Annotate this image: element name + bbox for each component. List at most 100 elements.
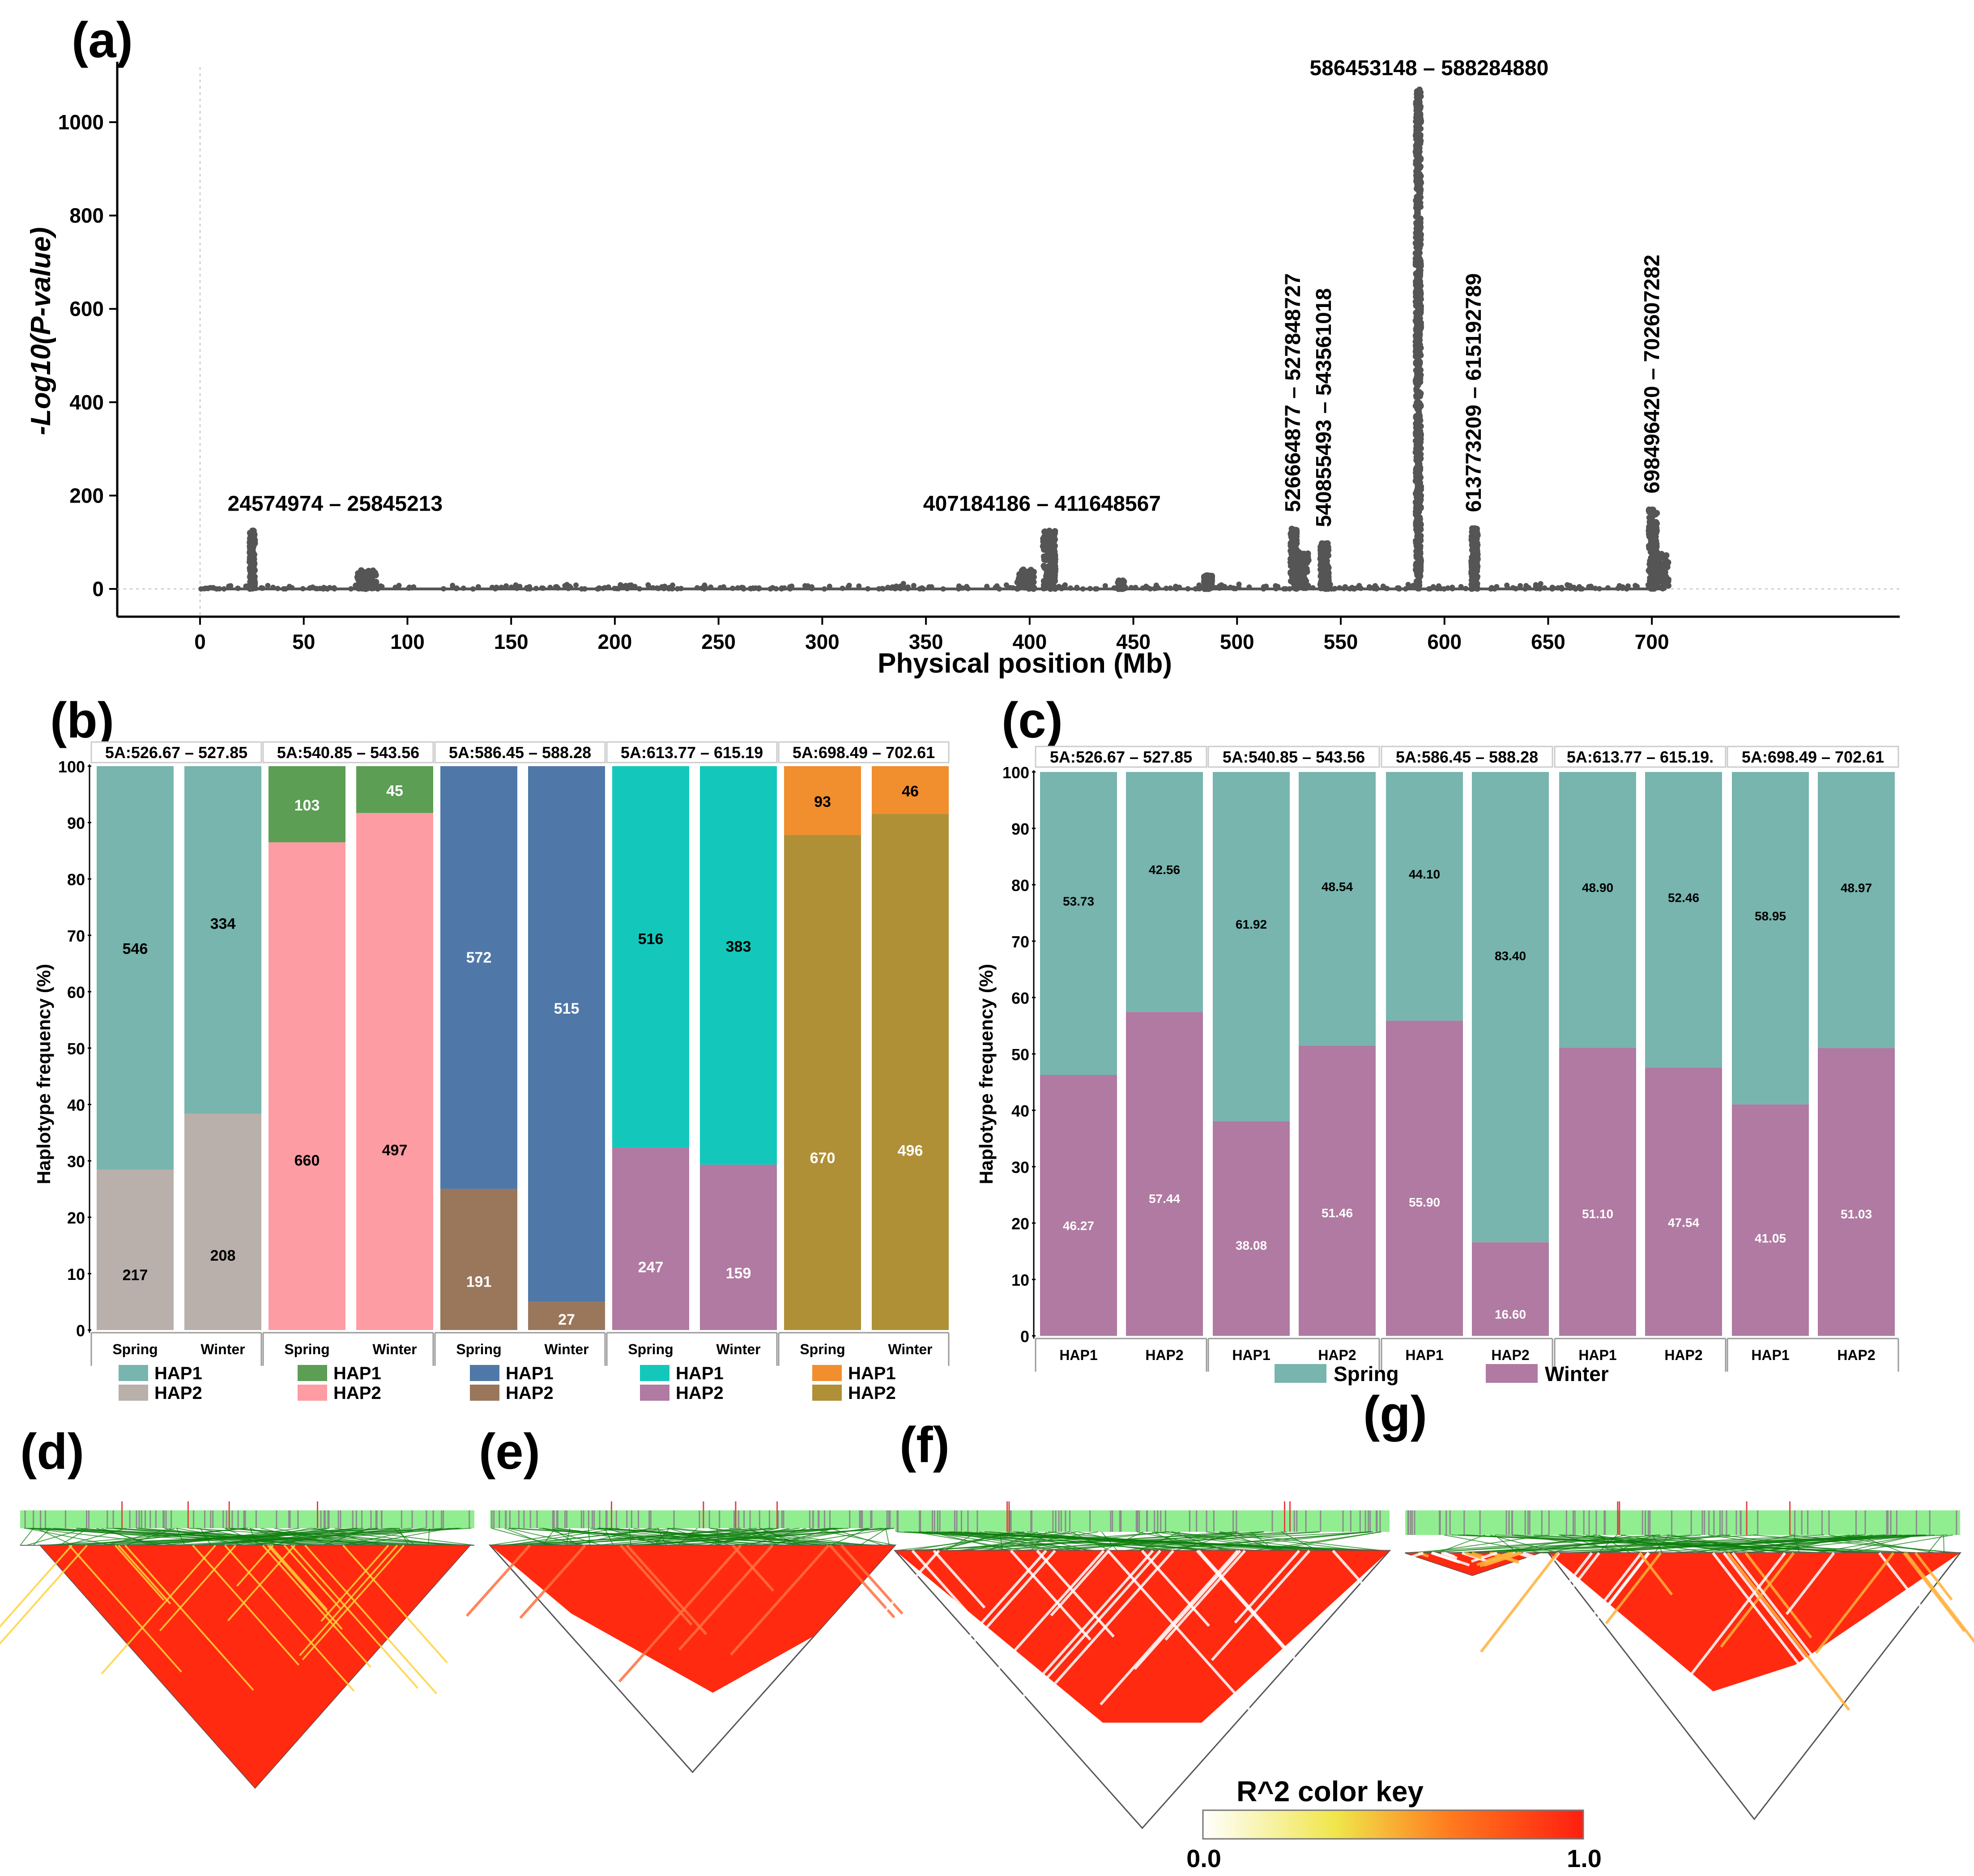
y-tick-label: 50	[67, 1040, 85, 1058]
ld-stripe	[236, 1544, 274, 1587]
snp-point	[573, 582, 579, 588]
snp-point	[1062, 582, 1068, 588]
snp-point	[1040, 546, 1047, 553]
ld-stripe	[1010, 1550, 1091, 1641]
bar-value-label: 53.73	[1063, 894, 1094, 908]
snp-point	[1305, 555, 1311, 562]
bar-segment-lower	[1040, 1074, 1117, 1336]
ld-stripe	[1720, 1552, 1795, 1648]
snp-point	[1415, 368, 1422, 375]
panel-label-f: (f)	[900, 1417, 950, 1473]
snp-point	[1273, 586, 1279, 592]
snp-point	[533, 585, 539, 591]
snp-point	[596, 586, 601, 592]
season-bars-by-haplotype: (c) Haplotype frequency (%) 0 10 20 30 40 50 6…	[976, 692, 1899, 1386]
snp-point	[1051, 575, 1058, 581]
snp-point	[1322, 545, 1328, 551]
panel-label-d: (d)	[20, 1424, 84, 1479]
bar-value-label: 16.60	[1495, 1308, 1526, 1322]
legend-swatch	[470, 1365, 499, 1381]
snp-point	[1662, 578, 1668, 584]
snp-point	[1168, 585, 1173, 591]
facet: 5A:698.49 – 702.61 670 93 Spring 496 46 Winter	[778, 741, 950, 1366]
category-label: Winter	[200, 1341, 245, 1357]
y-tick-label: 50	[1011, 1045, 1029, 1064]
snp-point	[354, 582, 361, 589]
y-axis-title: -Log10(P-value)	[26, 227, 56, 435]
snp-point	[489, 584, 495, 590]
snp-point	[1030, 585, 1037, 592]
y-tick-label: 70	[67, 927, 85, 945]
snp-point	[1046, 564, 1053, 571]
ld-stripe	[118, 1544, 171, 1605]
snp-point	[1010, 585, 1016, 591]
bar-value-label: 516	[638, 930, 664, 947]
facet-strip	[434, 741, 606, 763]
legend-label: HAP2	[848, 1383, 896, 1403]
snp-point	[1068, 585, 1074, 591]
snp-point	[1650, 553, 1656, 559]
ld-triangle-fill	[1548, 1553, 1960, 1692]
snp-point	[1041, 580, 1048, 587]
snp-point	[1416, 493, 1423, 499]
legend-swatch	[298, 1365, 327, 1381]
snp-point	[202, 585, 208, 591]
snp-point	[1193, 586, 1198, 592]
snp-point	[1662, 565, 1668, 572]
snp-point	[1050, 559, 1057, 566]
snp-point	[1414, 533, 1421, 539]
category-label: HAP1	[1232, 1347, 1270, 1363]
x-tick-label: 600	[1427, 630, 1462, 653]
snp-point	[779, 585, 784, 591]
ld-stripe	[1036, 1550, 1115, 1638]
facet: 5A:613.77 – 615.19 247 516 Spring 159 383 Wint…	[606, 741, 778, 1366]
snp-point	[1325, 576, 1332, 583]
snp-point	[1551, 585, 1556, 591]
snp-connector	[32, 1528, 422, 1546]
snp-point	[1332, 586, 1338, 592]
category-label: HAP1	[1405, 1347, 1443, 1363]
bar-segment-upper	[872, 766, 949, 814]
snp-point	[1412, 338, 1419, 345]
snp-point	[669, 586, 675, 592]
snp-point	[1025, 584, 1032, 591]
snp-point	[901, 584, 907, 590]
snp-connector	[914, 1531, 1024, 1551]
bar-segment-upper	[784, 766, 861, 835]
snp-point	[929, 584, 934, 590]
ld-stripe	[1479, 1552, 1600, 1709]
bar-segment-upper	[356, 766, 433, 813]
snp-point	[699, 585, 705, 591]
facet-strip	[1727, 746, 1899, 768]
snp-connector	[904, 1531, 1368, 1551]
bar-segment-upper	[1645, 772, 1722, 1068]
ld-stripe	[729, 1544, 830, 1656]
bar-segment-upper	[612, 766, 689, 1148]
snp-point	[892, 586, 898, 592]
y-tick-label: 100	[58, 758, 85, 776]
bar-value-label: 61.92	[1236, 917, 1267, 931]
category-label: Winter	[716, 1341, 760, 1357]
snp-point	[1416, 111, 1423, 117]
facet-strip	[1554, 746, 1727, 768]
snp-point	[646, 584, 652, 589]
ld-stripe	[1712, 1552, 1833, 1707]
x-tick-label: 500	[1220, 630, 1254, 653]
bar-value-label: 48.97	[1841, 881, 1872, 895]
ld-stripe	[1471, 1552, 1497, 1563]
snp-point	[1652, 519, 1659, 525]
ld-stripe	[304, 1544, 438, 1695]
snp-point	[1596, 586, 1602, 592]
snp-point	[249, 548, 256, 555]
bar-segment-upper	[1818, 772, 1895, 1049]
snp-connector	[1437, 1535, 1485, 1553]
y-tick-label: 800	[69, 204, 104, 227]
ld-stripe	[1050, 1550, 1110, 1616]
bar-value-label: 515	[554, 1000, 580, 1017]
snp-point	[1653, 580, 1659, 586]
snp-connector	[33, 1528, 51, 1546]
bar-segment-lower	[356, 813, 433, 1330]
ld-stripe	[1687, 1552, 1786, 1679]
facet-strip	[1207, 746, 1380, 768]
snp-point	[1261, 586, 1266, 592]
